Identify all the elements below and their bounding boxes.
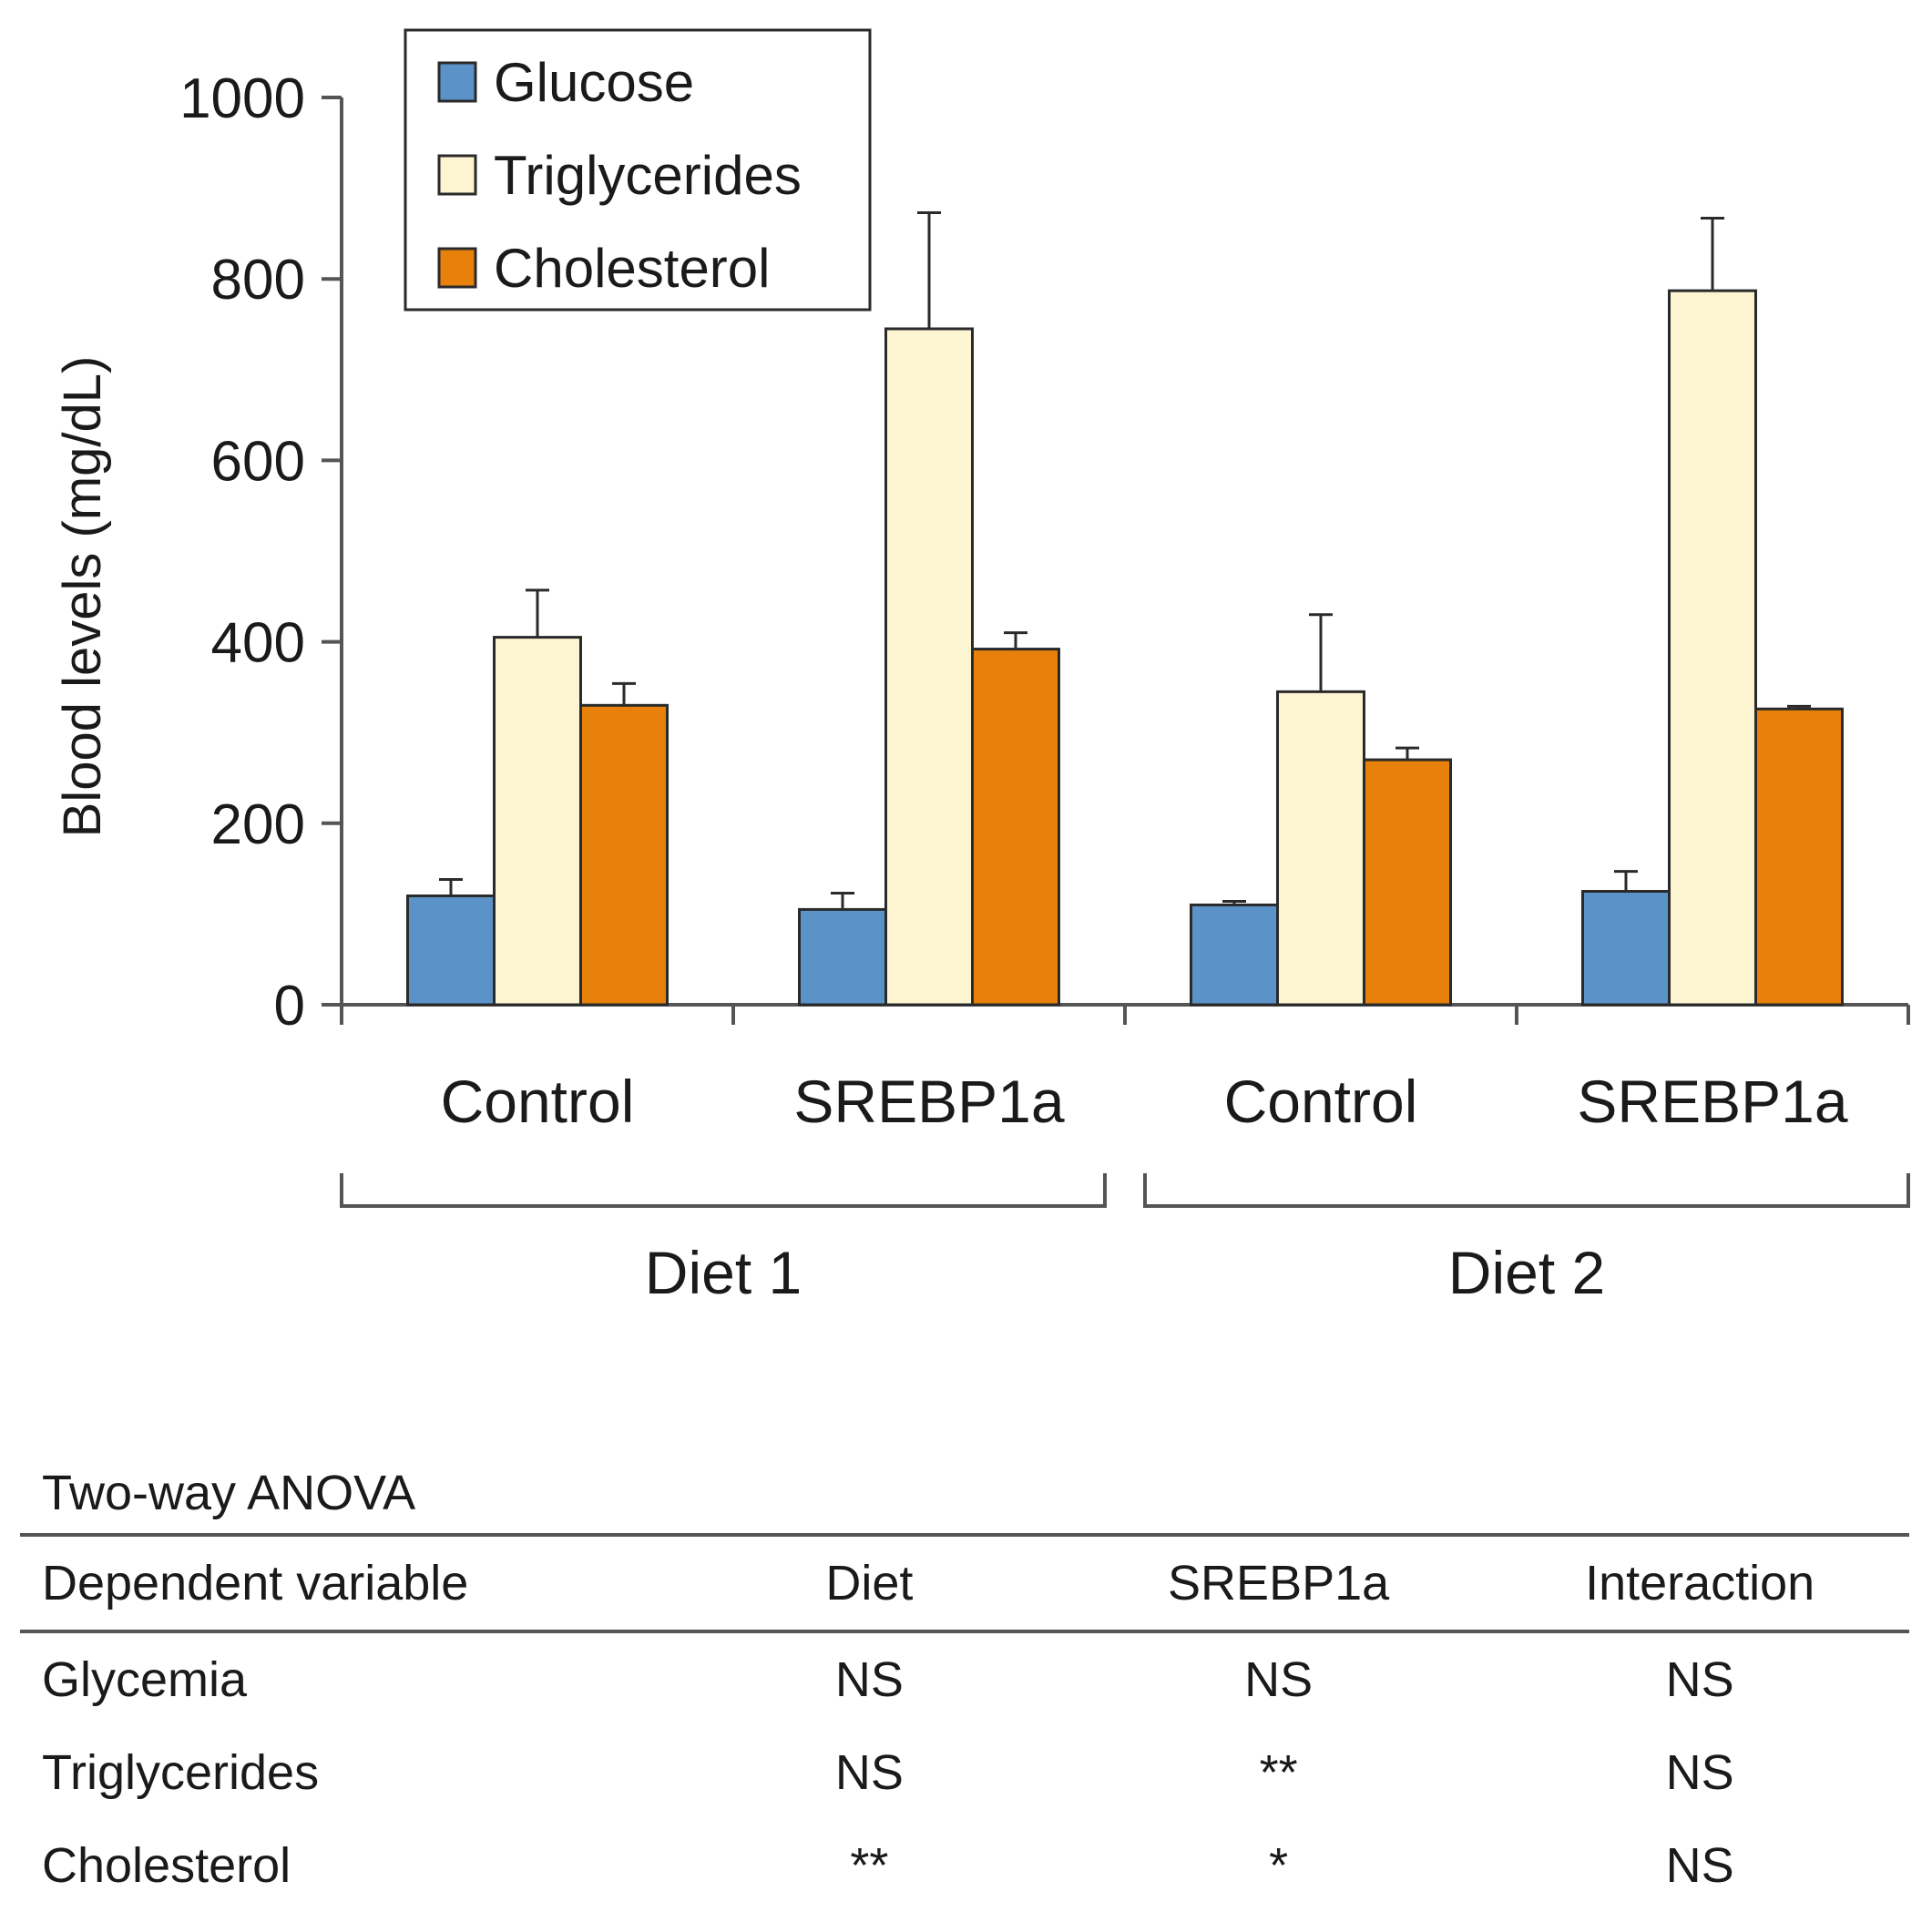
bar-glucose <box>1581 890 1671 1007</box>
anova-cell: * <box>1269 1838 1289 1893</box>
y-axis-label: Blood levels (mg/dL) <box>53 356 112 838</box>
bar-triglycerides <box>1276 690 1365 1007</box>
group-label: Diet 1 <box>645 1239 802 1306</box>
bar-chart: 0 200 400 600 800 1000 Control SREBP1a Control SR… <box>53 28 1910 1306</box>
legend-swatch-glucose <box>437 61 477 103</box>
anova-cell: NS <box>1665 1652 1734 1707</box>
bar-glucose <box>1190 903 1279 1007</box>
group-label: Diet 2 <box>1448 1239 1605 1306</box>
bar-cholesterol <box>971 648 1060 1007</box>
x-category-label: SREBP1a <box>1577 1068 1847 1135</box>
anova-header-interaction: Interaction <box>1585 1556 1815 1610</box>
legend-label-cholesterol: Cholesterol <box>494 238 771 299</box>
anova-cell: NS <box>1665 1838 1734 1893</box>
anova-cell: ** <box>1259 1745 1298 1800</box>
y-tick-label: 1000 <box>179 67 305 130</box>
x-category-label: Control <box>441 1068 635 1135</box>
anova-header-diet: Diet <box>825 1556 914 1610</box>
bar-cholesterol <box>579 703 669 1007</box>
bar-glucose <box>406 894 496 1007</box>
x-category-label: SREBP1a <box>793 1068 1064 1135</box>
legend-swatch-cholesterol <box>437 247 477 289</box>
y-tick-label: 600 <box>211 430 305 493</box>
anova-cell: Glycemia <box>42 1652 248 1707</box>
anova-header-row: Dependent variable Diet SREBP1a Interact… <box>20 1535 1909 1631</box>
legend-swatch-triglycerides <box>437 154 477 196</box>
group-bracket <box>1143 1173 1910 1208</box>
table-row: Triglycerides NS ** NS <box>20 1726 1909 1819</box>
anova-cell: NS <box>834 1745 904 1800</box>
bar-cholesterol <box>1363 758 1452 1007</box>
legend-label-triglycerides: Triglycerides <box>494 145 802 206</box>
legend-box <box>404 28 872 312</box>
y-tick-label: 200 <box>211 793 305 856</box>
anova-header-dependent-variable: Dependent variable <box>42 1556 469 1610</box>
x-category-label: Control <box>1224 1068 1418 1135</box>
y-tick-label: 0 <box>274 975 305 1038</box>
bar-glucose <box>798 907 887 1007</box>
anova-cell: NS <box>834 1652 904 1707</box>
anova-cell: NS <box>1244 1652 1314 1707</box>
anova-cell: Triglycerides <box>42 1745 320 1800</box>
anova-table: Dependent variable Diet SREBP1a Interact… <box>20 1533 1909 1912</box>
y-tick-label: 400 <box>211 612 305 675</box>
bar-triglycerides <box>493 636 582 1007</box>
legend-label-glucose: Glucose <box>494 52 694 113</box>
table-row: Glycemia NS NS NS <box>20 1631 1909 1726</box>
bar-cholesterol <box>1754 707 1844 1007</box>
y-tick-label: 800 <box>211 249 305 312</box>
group-bracket <box>340 1173 1107 1208</box>
bar-triglycerides <box>884 327 974 1007</box>
bar-triglycerides <box>1668 289 1757 1007</box>
table-row: Cholesterol ** * NS <box>20 1819 1909 1912</box>
anova-header-srebp1a: SREBP1a <box>1168 1556 1390 1610</box>
anova-cell: NS <box>1665 1745 1734 1800</box>
anova-cell: Cholesterol <box>42 1838 291 1893</box>
anova-cell: ** <box>850 1838 889 1893</box>
anova-title: Two-way ANOVA <box>42 1466 416 1520</box>
